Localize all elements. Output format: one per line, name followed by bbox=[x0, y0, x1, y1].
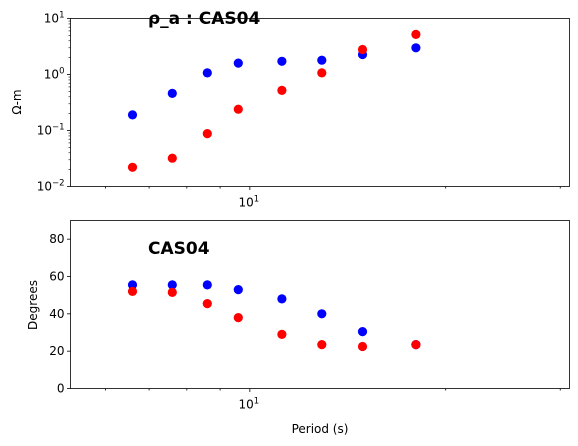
phase-title: CAS04 bbox=[148, 239, 210, 259]
phase-point bbox=[202, 299, 212, 309]
resistivity-point bbox=[202, 68, 212, 78]
phase-y-ticks: 0 20 40 60 80 bbox=[49, 232, 71, 396]
resistivity-points bbox=[127, 29, 421, 172]
resistivity-y-label: Ω-m bbox=[10, 89, 24, 114]
phase-point bbox=[167, 280, 177, 290]
resistivity-point bbox=[411, 43, 421, 53]
phase-point bbox=[167, 287, 177, 297]
resistivity-point bbox=[411, 29, 421, 39]
resistivity-point bbox=[167, 153, 177, 163]
phase-y-tick-label: 80 bbox=[49, 232, 64, 246]
resistivity-axes-frame bbox=[70, 18, 570, 187]
phase-point bbox=[127, 286, 138, 296]
phase-y-tick-label: 60 bbox=[49, 270, 64, 284]
phase-y-tick-label: 0 bbox=[57, 382, 65, 396]
resistivity-point bbox=[233, 58, 243, 68]
resistivity-point bbox=[357, 44, 368, 55]
phase-point bbox=[277, 329, 287, 339]
phase-point bbox=[277, 294, 287, 304]
phase-y-tick-label: 20 bbox=[49, 344, 64, 358]
phase-y-label: Degrees bbox=[26, 280, 40, 330]
resistivity-point bbox=[317, 55, 327, 65]
resistivity-point bbox=[167, 88, 177, 98]
resistivity-point bbox=[277, 85, 287, 95]
resistivity-panel: ρ_a : CAS04 101 10−2 10−1 100 101 Ω-m bbox=[10, 9, 570, 210]
phase-points bbox=[127, 280, 421, 352]
phase-point bbox=[411, 340, 421, 350]
resistivity-y-tick-label: 10−1 bbox=[37, 123, 65, 138]
resistivity-y-tick-label: 101 bbox=[44, 11, 65, 26]
phase-point bbox=[357, 341, 368, 352]
resistivity-point bbox=[233, 104, 243, 114]
resistivity-title: ρ_a : CAS04 bbox=[148, 9, 260, 29]
phase-point bbox=[127, 280, 138, 290]
resistivity-point bbox=[277, 56, 287, 66]
phase-point bbox=[317, 309, 327, 319]
resistivity-point bbox=[127, 162, 138, 172]
resistivity-y-tick-label: 10−2 bbox=[37, 179, 65, 194]
resistivity-point bbox=[202, 129, 212, 139]
phase-point bbox=[357, 327, 368, 337]
phase-point bbox=[202, 280, 212, 290]
phase-point bbox=[317, 340, 327, 350]
phase-axes-frame bbox=[70, 220, 570, 389]
resistivity-y-tick-label: 100 bbox=[44, 67, 65, 82]
resistivity-y-ticks: 10−2 10−1 100 101 bbox=[37, 11, 71, 194]
resistivity-point bbox=[317, 68, 327, 78]
phase-point bbox=[233, 285, 243, 295]
resistivity-point bbox=[127, 110, 138, 120]
phase-x-label: Period (s) bbox=[292, 422, 349, 436]
phase-y-tick-label: 40 bbox=[49, 307, 64, 321]
phase-point bbox=[233, 313, 243, 323]
